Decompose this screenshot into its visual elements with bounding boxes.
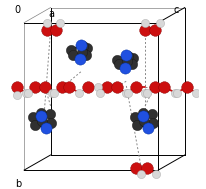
Point [96, 85, 99, 88]
Point [85, 47, 89, 50]
Point [86, 85, 90, 88]
Text: a: a [48, 9, 54, 19]
Point [80, 50, 83, 53]
Point [50, 91, 54, 94]
Point [173, 91, 176, 94]
Point [69, 49, 73, 52]
Point [15, 93, 18, 96]
Point [40, 119, 43, 122]
Point [60, 85, 63, 88]
Point [133, 167, 137, 170]
Point [78, 57, 81, 60]
Point [150, 121, 153, 124]
Point [134, 123, 138, 126]
Point [152, 85, 156, 88]
Point [141, 115, 144, 118]
Point [115, 58, 118, 61]
Point [146, 126, 149, 129]
Point [26, 91, 29, 94]
Point [149, 113, 153, 116]
Point [139, 172, 142, 175]
Point [79, 44, 82, 47]
Point [53, 91, 56, 94]
Point [130, 63, 133, 66]
Point [54, 29, 58, 32]
Point [39, 115, 43, 118]
Point [125, 60, 128, 63]
Point [126, 54, 129, 57]
Point [105, 85, 108, 88]
Point [98, 91, 101, 94]
Point [124, 53, 127, 56]
Point [123, 67, 126, 70]
Point [45, 21, 48, 24]
Point [143, 21, 146, 24]
Point [175, 91, 178, 94]
Point [45, 29, 48, 32]
Point [143, 91, 146, 94]
Point [116, 63, 120, 66]
Point [145, 91, 148, 94]
Point [132, 116, 136, 119]
Point [131, 56, 134, 59]
Point [184, 85, 187, 88]
Text: 0: 0 [15, 5, 21, 15]
Text: b: b [15, 179, 21, 189]
Text: c: c [173, 5, 178, 15]
Point [15, 85, 18, 88]
Point [33, 123, 36, 126]
Point [142, 119, 145, 122]
Point [158, 21, 161, 24]
Point [24, 91, 28, 94]
Point [145, 167, 148, 170]
Point [193, 91, 197, 94]
Point [48, 113, 51, 116]
Point [44, 126, 47, 129]
Point [71, 53, 75, 56]
Point [115, 85, 118, 88]
Point [152, 29, 156, 32]
Point [133, 85, 137, 88]
Point [77, 91, 80, 94]
Point [124, 91, 127, 94]
Point [49, 121, 52, 124]
Point [68, 85, 71, 88]
Point [39, 112, 43, 115]
Point [154, 172, 157, 175]
Point [141, 112, 144, 115]
Point [34, 85, 37, 88]
Point [43, 85, 46, 88]
Point [84, 53, 88, 56]
Point [143, 29, 146, 32]
Point [58, 21, 61, 24]
Point [81, 45, 84, 48]
Point [162, 85, 165, 88]
Point [31, 116, 34, 119]
Point [126, 91, 129, 94]
